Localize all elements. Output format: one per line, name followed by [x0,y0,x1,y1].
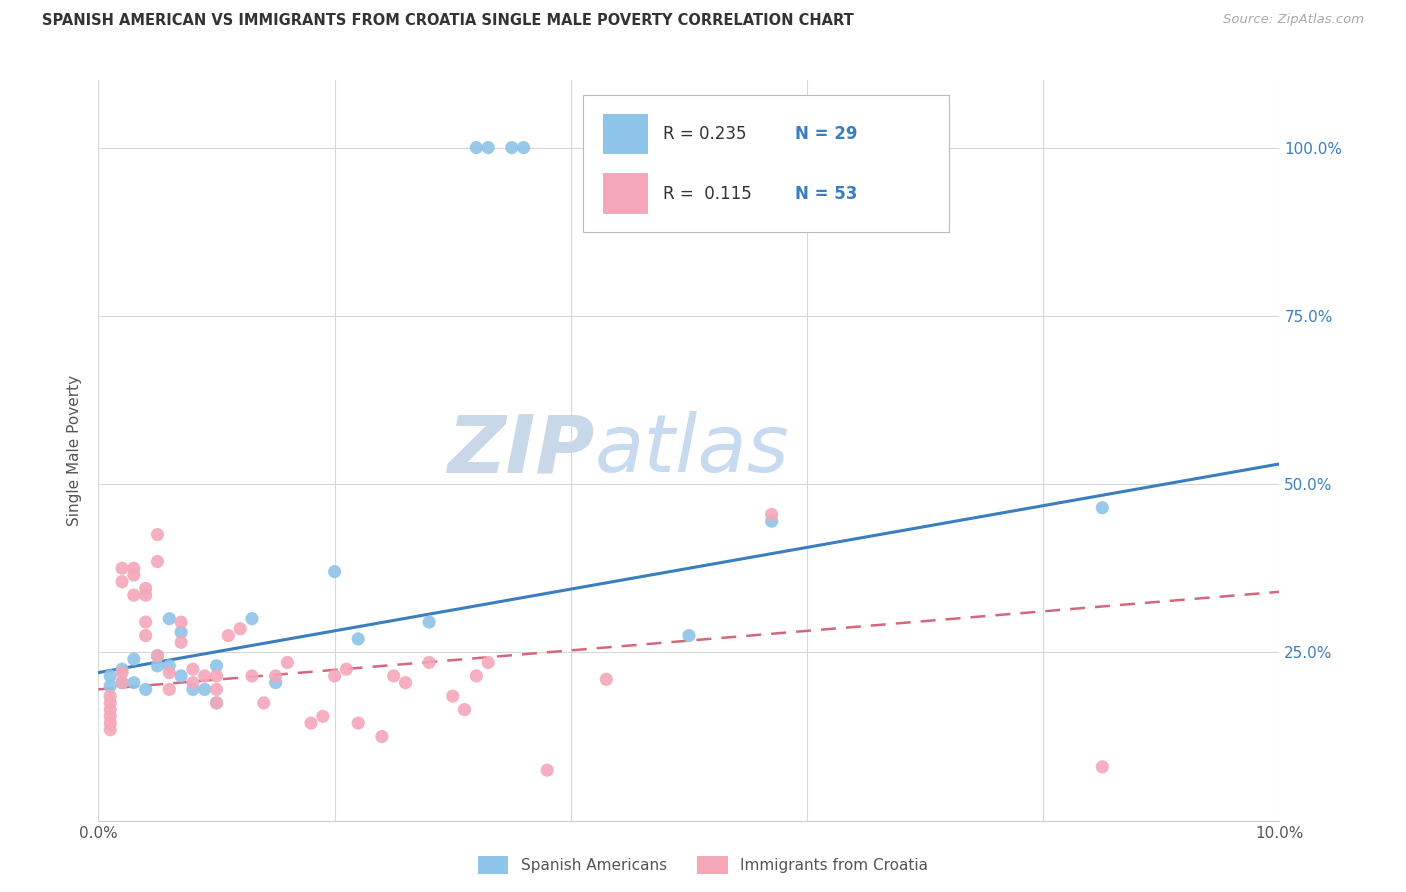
Point [170,615,193,629]
Point [229,622,252,636]
Point [240,669,263,683]
Point [678,628,700,642]
Point [536,763,558,777]
Y-axis label: Single Male Poverty: Single Male Poverty [67,375,83,526]
Point [98,689,121,703]
Text: SPANISH AMERICAN VS IMMIGRANTS FROM CROATIA SINGLE MALE POVERTY CORRELATION CHAR: SPANISH AMERICAN VS IMMIGRANTS FROM CROA… [42,13,853,29]
FancyBboxPatch shape [582,95,949,232]
Point [170,625,193,640]
Point [441,689,464,703]
Point [98,669,121,683]
Point [335,662,357,676]
Point [157,682,180,697]
Point [382,669,405,683]
Point [122,675,145,690]
Point [453,703,475,717]
Point [181,662,204,676]
Point [135,582,157,596]
Point [98,703,121,717]
Point [157,612,180,626]
Text: ZIP: ZIP [447,411,595,490]
Point [205,696,228,710]
Point [761,508,783,522]
Point [146,648,169,663]
Text: N = 53: N = 53 [796,185,858,202]
Point [122,588,145,602]
Point [501,140,523,154]
Point [135,628,157,642]
Point [194,682,217,697]
Point [205,658,228,673]
Point [111,574,134,589]
Text: R = 0.235: R = 0.235 [664,126,747,144]
Point [512,140,534,154]
Point [205,682,228,697]
Point [477,656,499,670]
Point [205,696,228,710]
Point [181,675,204,690]
Point [418,615,440,629]
Point [111,665,134,680]
Point [465,140,488,154]
Point [394,675,416,690]
Point [240,612,263,626]
Point [122,561,145,575]
Point [371,730,394,744]
Point [98,709,121,723]
Point [181,682,204,697]
Point [418,656,440,670]
Point [98,679,121,693]
Point [264,669,287,683]
Text: N = 29: N = 29 [796,126,858,144]
Text: Source: ZipAtlas.com: Source: ZipAtlas.com [1223,13,1364,27]
Point [1091,760,1114,774]
Point [135,588,157,602]
Point [194,669,217,683]
Point [276,656,298,670]
Legend: Spanish Americans, Immigrants from Croatia: Spanish Americans, Immigrants from Croat… [472,850,934,880]
Point [477,140,499,154]
Point [299,716,322,731]
Text: atlas: atlas [595,411,789,490]
Point [122,652,145,666]
Point [323,669,346,683]
Point [264,675,287,690]
Point [98,716,121,731]
Bar [603,173,648,213]
Point [122,568,145,582]
Point [170,635,193,649]
Point [146,648,169,663]
Point [157,658,180,673]
Point [135,615,157,629]
Point [761,514,783,528]
Point [111,675,134,690]
Point [146,527,169,541]
Point [323,565,346,579]
Point [1091,500,1114,515]
Point [146,555,169,569]
Point [312,709,335,723]
Point [98,723,121,737]
Bar [603,113,648,154]
Point [595,673,617,687]
Point [217,628,239,642]
Point [111,662,134,676]
Point [170,669,193,683]
Point [157,665,180,680]
Point [465,669,488,683]
Point [253,696,276,710]
Point [347,716,370,731]
Point [111,675,134,690]
Point [98,696,121,710]
Point [146,658,169,673]
Point [111,561,134,575]
Point [205,669,228,683]
Point [347,632,370,646]
Text: R =  0.115: R = 0.115 [664,185,752,202]
Point [135,682,157,697]
